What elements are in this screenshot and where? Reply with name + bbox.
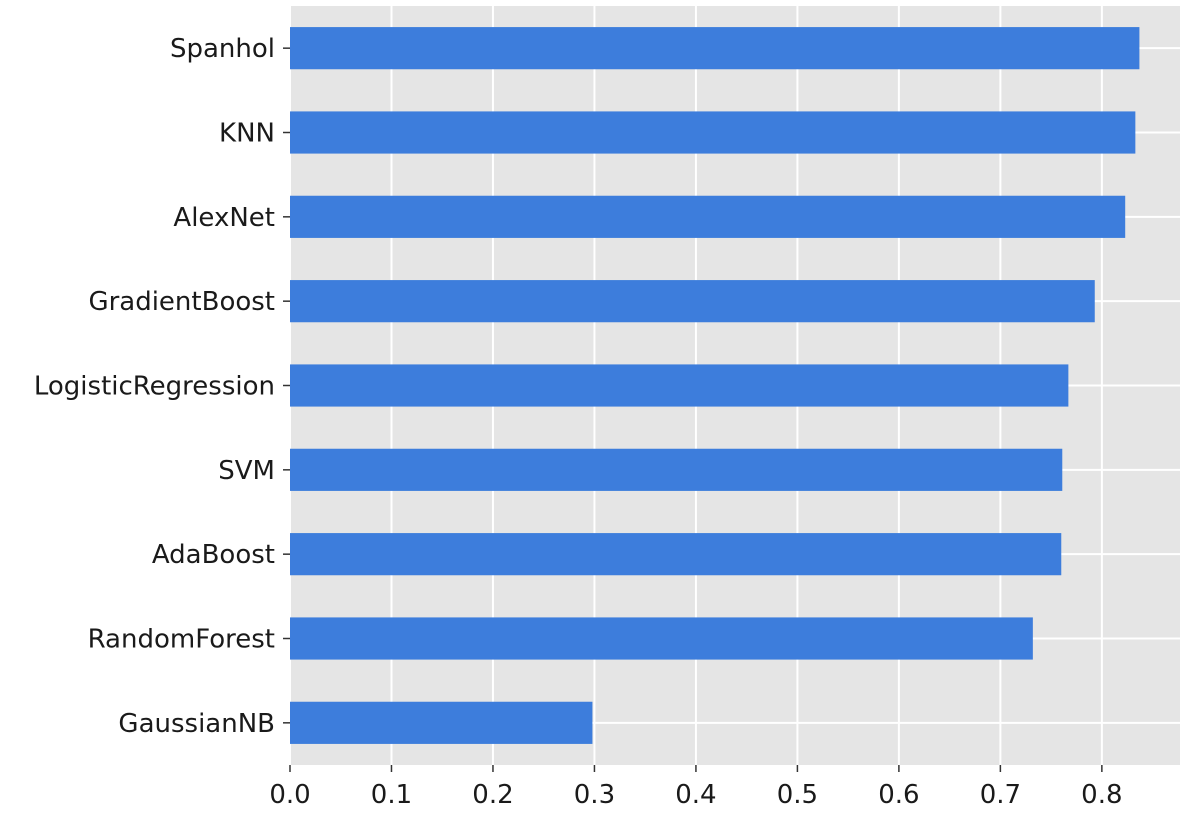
y-tick-label: GradientBoost	[88, 287, 275, 317]
bar-alexnet	[290, 195, 1126, 238]
y-tick-label: RandomForest	[88, 625, 275, 655]
bar-randomforest	[290, 617, 1033, 660]
bar-spanhol	[290, 27, 1140, 70]
y-axis-ticks: Spanhol KNN AlexNet GradientBoost LogisticRe…	[34, 34, 290, 739]
y-tick-label: AdaBoost	[152, 540, 275, 570]
x-tick-label: 0.2	[472, 780, 513, 810]
bars	[290, 27, 1140, 744]
x-tick-label: 0.1	[371, 780, 412, 810]
x-tick-label: 0.0	[269, 780, 310, 810]
x-axis-ticks: 0.0 0.1 0.2 0.3 0.4 0.5 0.6 0.7 0.8	[269, 765, 1123, 810]
y-tick-label: AlexNet	[173, 203, 275, 233]
bar-gaussiannb	[290, 701, 593, 744]
bar-svm	[290, 448, 1063, 491]
bar-logisticregression	[290, 364, 1069, 407]
x-tick-label: 0.8	[1081, 780, 1122, 810]
x-tick-label: 0.6	[878, 780, 919, 810]
y-tick-label: KNN	[219, 119, 275, 149]
y-tick-label: GaussianNB	[118, 709, 275, 739]
x-tick-label: 0.5	[777, 780, 818, 810]
y-tick-label: Spanhol	[170, 34, 275, 64]
x-tick-label: 0.7	[980, 780, 1021, 810]
x-tick-label: 0.4	[675, 780, 716, 810]
bar-adaboost	[290, 533, 1062, 576]
x-tick-label: 0.3	[574, 780, 615, 810]
y-tick-label: SVM	[218, 456, 275, 486]
y-tick-label: LogisticRegression	[34, 372, 275, 402]
bar-knn	[290, 111, 1136, 154]
bar-gradientboost	[290, 280, 1095, 323]
